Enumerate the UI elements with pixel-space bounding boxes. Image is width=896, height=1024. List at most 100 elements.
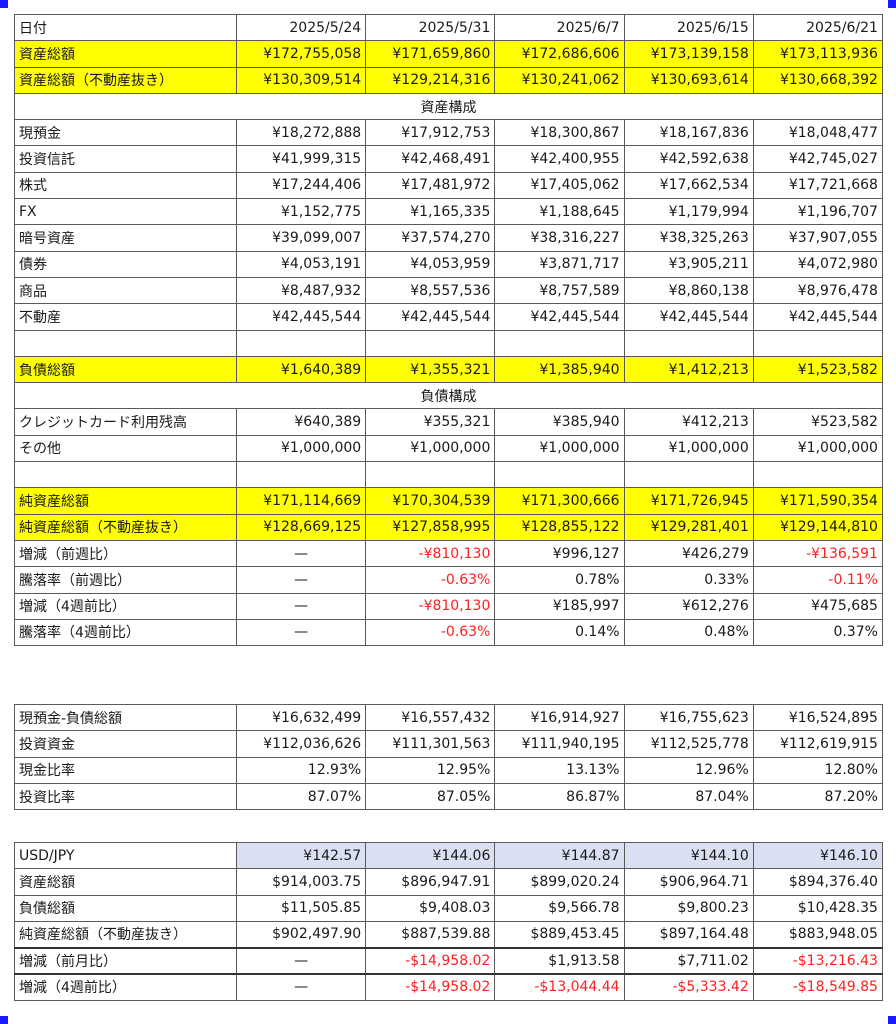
value-cell[interactable]: — xyxy=(235,972,367,1001)
row-label[interactable]: 純資産総額（不動産抜き） xyxy=(14,513,237,541)
value-cell[interactable]: ¥8,757,589 xyxy=(494,276,625,305)
value-cell[interactable]: ¥42,445,544 xyxy=(365,303,496,331)
section-title[interactable]: 負債構成 xyxy=(14,382,883,410)
value-cell[interactable]: ¥38,325,263 xyxy=(623,224,754,252)
value-cell[interactable]: ¥42,468,491 xyxy=(365,145,496,173)
value-cell[interactable]: ¥17,481,972 xyxy=(365,171,496,200)
empty-cell[interactable] xyxy=(752,461,883,489)
row-label[interactable]: 投資資金 xyxy=(14,730,237,758)
value-cell[interactable]: ¥8,557,536 xyxy=(365,276,496,305)
value-cell[interactable]: ¥17,244,406 xyxy=(235,171,367,200)
value-cell[interactable]: 12.96% xyxy=(623,756,754,784)
value-cell[interactable]: -¥136,591 xyxy=(752,539,883,568)
value-cell[interactable]: $1,913.58 xyxy=(494,946,625,975)
section-title[interactable]: 資産構成 xyxy=(14,92,883,121)
value-cell[interactable]: ¥130,668,392 xyxy=(752,66,883,94)
date-cell[interactable]: 2025/6/15 xyxy=(623,13,754,42)
value-cell[interactable]: -$13,044.44 xyxy=(494,972,625,1001)
value-cell[interactable]: ¥130,309,514 xyxy=(235,66,367,94)
value-cell[interactable]: ¥37,574,270 xyxy=(365,224,496,252)
value-cell[interactable]: ¥18,048,477 xyxy=(752,119,883,147)
value-cell[interactable]: ¥1,000,000 xyxy=(752,434,883,463)
empty-cell[interactable] xyxy=(623,329,754,357)
value-cell[interactable]: $896,947.91 xyxy=(365,868,496,896)
value-cell[interactable]: $7,711.02 xyxy=(623,946,754,975)
row-label[interactable]: 投資信託 xyxy=(14,145,237,173)
row-label[interactable]: その他 xyxy=(14,434,237,463)
value-cell[interactable]: ¥17,662,534 xyxy=(623,171,754,200)
value-cell[interactable]: 87.04% xyxy=(623,782,754,811)
row-label[interactable]: 不動産 xyxy=(14,303,237,331)
value-cell[interactable]: ¥16,755,623 xyxy=(623,703,754,732)
value-cell[interactable]: ¥1,196,707 xyxy=(752,198,883,226)
value-cell[interactable]: $9,800.23 xyxy=(623,894,754,922)
empty-cell[interactable] xyxy=(623,461,754,489)
value-cell[interactable]: ¥4,072,980 xyxy=(752,250,883,278)
value-cell[interactable]: -0.11% xyxy=(752,566,883,594)
value-cell[interactable]: ¥1,000,000 xyxy=(494,434,625,463)
value-cell[interactable]: $887,539.88 xyxy=(365,920,496,949)
value-cell[interactable]: ¥17,912,753 xyxy=(365,119,496,147)
value-cell[interactable]: ¥18,300,867 xyxy=(494,119,625,147)
value-cell[interactable]: — xyxy=(235,539,367,568)
value-cell[interactable]: $9,408.03 xyxy=(365,894,496,922)
row-label[interactable]: USD/JPY xyxy=(14,841,237,870)
rate-cell[interactable]: ¥142.57 xyxy=(235,841,367,870)
value-cell[interactable]: ¥17,405,062 xyxy=(494,171,625,200)
value-cell[interactable]: ¥173,139,158 xyxy=(623,40,754,68)
value-cell[interactable]: ¥42,400,955 xyxy=(494,145,625,173)
value-cell[interactable]: $902,497.90 xyxy=(235,920,367,949)
value-cell[interactable]: — xyxy=(235,592,367,620)
value-cell[interactable]: -$18,549.85 xyxy=(752,972,883,1001)
empty-cell[interactable] xyxy=(235,461,367,489)
row-label[interactable]: 純資産総額 xyxy=(14,487,237,515)
empty-cell[interactable] xyxy=(752,329,883,357)
value-cell[interactable]: -0.63% xyxy=(365,618,496,647)
value-cell[interactable]: ¥16,914,927 xyxy=(494,703,625,732)
row-label[interactable]: 商品 xyxy=(14,276,237,305)
value-cell[interactable]: -0.63% xyxy=(365,566,496,594)
value-cell[interactable]: 0.33% xyxy=(623,566,754,594)
row-label[interactable]: 現金比率 xyxy=(14,756,237,784)
value-cell[interactable]: 87.20% xyxy=(752,782,883,811)
value-cell[interactable]: ¥171,726,945 xyxy=(623,487,754,515)
value-cell[interactable]: -¥810,130 xyxy=(365,592,496,620)
row-label[interactable]: 負債総額 xyxy=(14,355,237,384)
value-cell[interactable]: ¥130,693,614 xyxy=(623,66,754,94)
value-cell[interactable]: 12.95% xyxy=(365,756,496,784)
row-label[interactable]: 暗号資産 xyxy=(14,224,237,252)
value-cell[interactable]: ¥129,144,810 xyxy=(752,513,883,541)
value-cell[interactable]: $906,964.71 xyxy=(623,868,754,896)
value-cell[interactable]: ¥129,214,316 xyxy=(365,66,496,94)
value-cell[interactable]: ¥4,053,959 xyxy=(365,250,496,278)
row-label[interactable]: 増減（4週前比） xyxy=(14,592,237,620)
value-cell[interactable]: ¥8,860,138 xyxy=(623,276,754,305)
value-cell[interactable]: ¥112,619,915 xyxy=(752,730,883,758)
value-cell[interactable]: ¥3,905,211 xyxy=(623,250,754,278)
value-cell[interactable]: $889,453.45 xyxy=(494,920,625,949)
row-label[interactable]: 資産総額（不動産抜き） xyxy=(14,66,237,94)
value-cell[interactable]: ¥16,632,499 xyxy=(235,703,367,732)
row-label[interactable]: クレジットカード利用残高 xyxy=(14,408,237,436)
value-cell[interactable]: ¥4,053,191 xyxy=(235,250,367,278)
value-cell[interactable]: ¥1,000,000 xyxy=(623,434,754,463)
value-cell[interactable]: ¥172,686,606 xyxy=(494,40,625,68)
value-cell[interactable]: ¥41,999,315 xyxy=(235,145,367,173)
value-cell[interactable]: ¥475,685 xyxy=(752,592,883,620)
value-cell[interactable]: ¥42,445,544 xyxy=(623,303,754,331)
value-cell[interactable]: $914,003.75 xyxy=(235,868,367,896)
date-cell[interactable]: 2025/5/31 xyxy=(365,13,496,42)
row-label[interactable]: 現預金 xyxy=(14,119,237,147)
row-label[interactable]: 資産総額 xyxy=(14,40,237,68)
value-cell[interactable]: $894,376.40 xyxy=(752,868,883,896)
row-label[interactable]: 株式 xyxy=(14,171,237,200)
value-cell[interactable]: ¥412,213 xyxy=(623,408,754,436)
value-cell[interactable]: $899,020.24 xyxy=(494,868,625,896)
value-cell[interactable]: — xyxy=(235,618,367,647)
row-label[interactable]: 資産総額 xyxy=(14,868,237,896)
value-cell[interactable]: 0.37% xyxy=(752,618,883,647)
row-label[interactable]: 負債総額 xyxy=(14,894,237,922)
empty-cell[interactable] xyxy=(365,461,496,489)
empty-cell[interactable] xyxy=(235,329,367,357)
value-cell[interactable]: ¥170,304,539 xyxy=(365,487,496,515)
